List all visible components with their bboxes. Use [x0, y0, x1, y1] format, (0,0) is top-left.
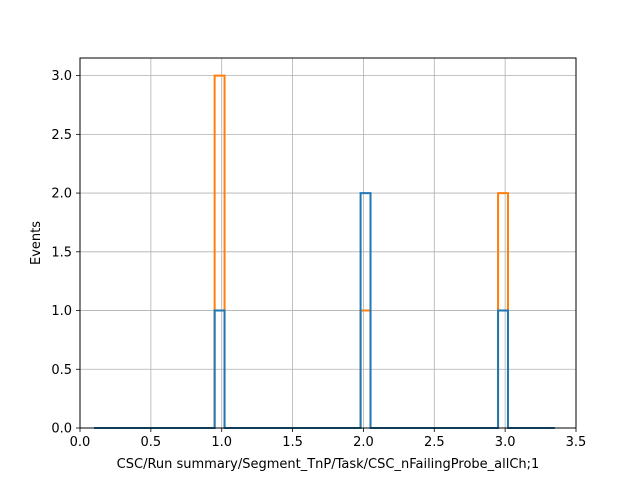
histogram-series-1: [94, 74, 555, 429]
x-tick-label: 2.0: [353, 435, 374, 450]
x-tick-label: 2.5: [424, 435, 445, 450]
x-axis-label: CSC/Run summary/Segment_TnP/Task/CSC_nFa…: [117, 457, 540, 472]
x-tick-label: 3.0: [495, 435, 516, 450]
x-tick-label: 3.5: [566, 435, 587, 450]
y-tick-label: 0.5: [51, 363, 72, 378]
plot-frame: [79, 57, 577, 429]
x-tick-label: 0.5: [141, 435, 162, 450]
series-layer: [94, 74, 555, 429]
y-tick-label: 2.5: [51, 128, 72, 143]
x-tick-label: 0.0: [70, 435, 91, 450]
histogram-series-2: [94, 192, 555, 429]
y-axis-label: Events: [29, 221, 44, 265]
x-tick-label: 1.0: [211, 435, 232, 450]
tick-layer: 0.0 0.5 1.0 1.5 2.0 2.5 3.0 3.5 0.0 0.5 1.0 1.5 2.0 2…: [51, 69, 586, 450]
y-tick-label: 1.0: [51, 304, 72, 319]
y-tick-label: 2.0: [51, 187, 72, 202]
x-tick-label: 1.5: [282, 435, 303, 450]
grid-layer: [79, 58, 577, 429]
y-tick-label: 3.0: [51, 69, 72, 84]
y-tick-label: 0.0: [51, 422, 72, 437]
y-tick-label: 1.5: [51, 245, 72, 260]
